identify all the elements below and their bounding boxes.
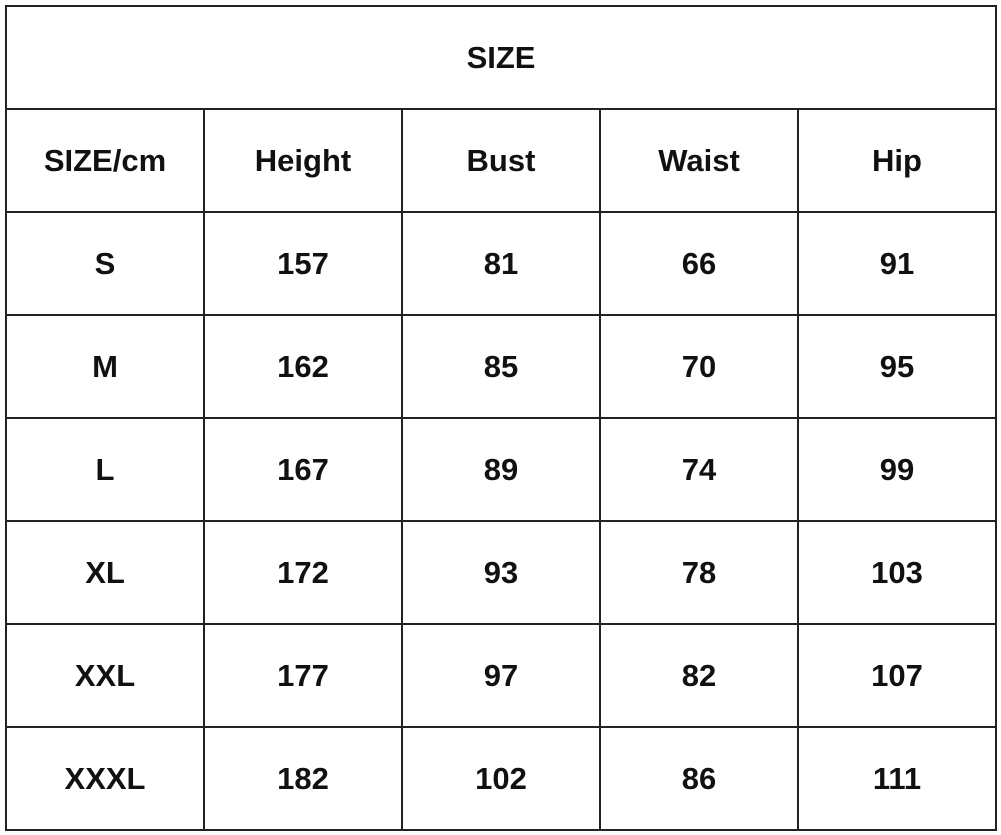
cell-waist: 78 <box>599 520 799 625</box>
cell-height: 157 <box>203 211 403 316</box>
cell-size: L <box>5 417 205 522</box>
cell-hip: 111 <box>796 726 998 831</box>
header-waist: Waist <box>599 108 799 213</box>
cell-hip: 91 <box>796 211 998 316</box>
size-chart-table: SIZE SIZE/cm Height Bust Waist Hip S 157 8… <box>4 5 998 831</box>
table-title: SIZE <box>4 5 998 110</box>
cell-waist: 74 <box>599 417 799 522</box>
cell-height: 182 <box>203 726 403 831</box>
cell-height: 162 <box>203 314 403 419</box>
cell-hip: 107 <box>796 623 998 728</box>
cell-size: XXL <box>5 623 205 728</box>
cell-bust: 85 <box>401 314 601 419</box>
table-row: XL 172 93 78 103 <box>5 520 998 625</box>
cell-waist: 82 <box>599 623 799 728</box>
table-row: S 157 81 66 91 <box>5 211 998 316</box>
cell-height: 167 <box>203 417 403 522</box>
table-row: XXXL 182 102 86 111 <box>5 726 998 831</box>
cell-size: S <box>5 211 205 316</box>
header-height: Height <box>203 108 403 213</box>
cell-hip: 99 <box>796 417 998 522</box>
header-size: SIZE/cm <box>5 108 205 213</box>
cell-bust: 93 <box>401 520 601 625</box>
cell-size: XXXL <box>5 726 205 831</box>
cell-hip: 95 <box>796 314 998 419</box>
cell-size: M <box>5 314 205 419</box>
cell-size: XL <box>5 520 205 625</box>
header-hip: Hip <box>796 108 998 213</box>
cell-height: 172 <box>203 520 403 625</box>
cell-waist: 86 <box>599 726 799 831</box>
header-row: SIZE/cm Height Bust Waist Hip <box>5 108 998 213</box>
cell-waist: 70 <box>599 314 799 419</box>
table-row: M 162 85 70 95 <box>5 314 998 419</box>
table-row: XXL 177 97 82 107 <box>5 623 998 728</box>
cell-height: 177 <box>203 623 403 728</box>
header-bust: Bust <box>401 108 601 213</box>
cell-bust: 97 <box>401 623 601 728</box>
cell-waist: 66 <box>599 211 799 316</box>
cell-bust: 89 <box>401 417 601 522</box>
cell-hip: 103 <box>796 520 998 625</box>
cell-bust: 81 <box>401 211 601 316</box>
cell-bust: 102 <box>401 726 601 831</box>
table-row: L 167 89 74 99 <box>5 417 998 522</box>
